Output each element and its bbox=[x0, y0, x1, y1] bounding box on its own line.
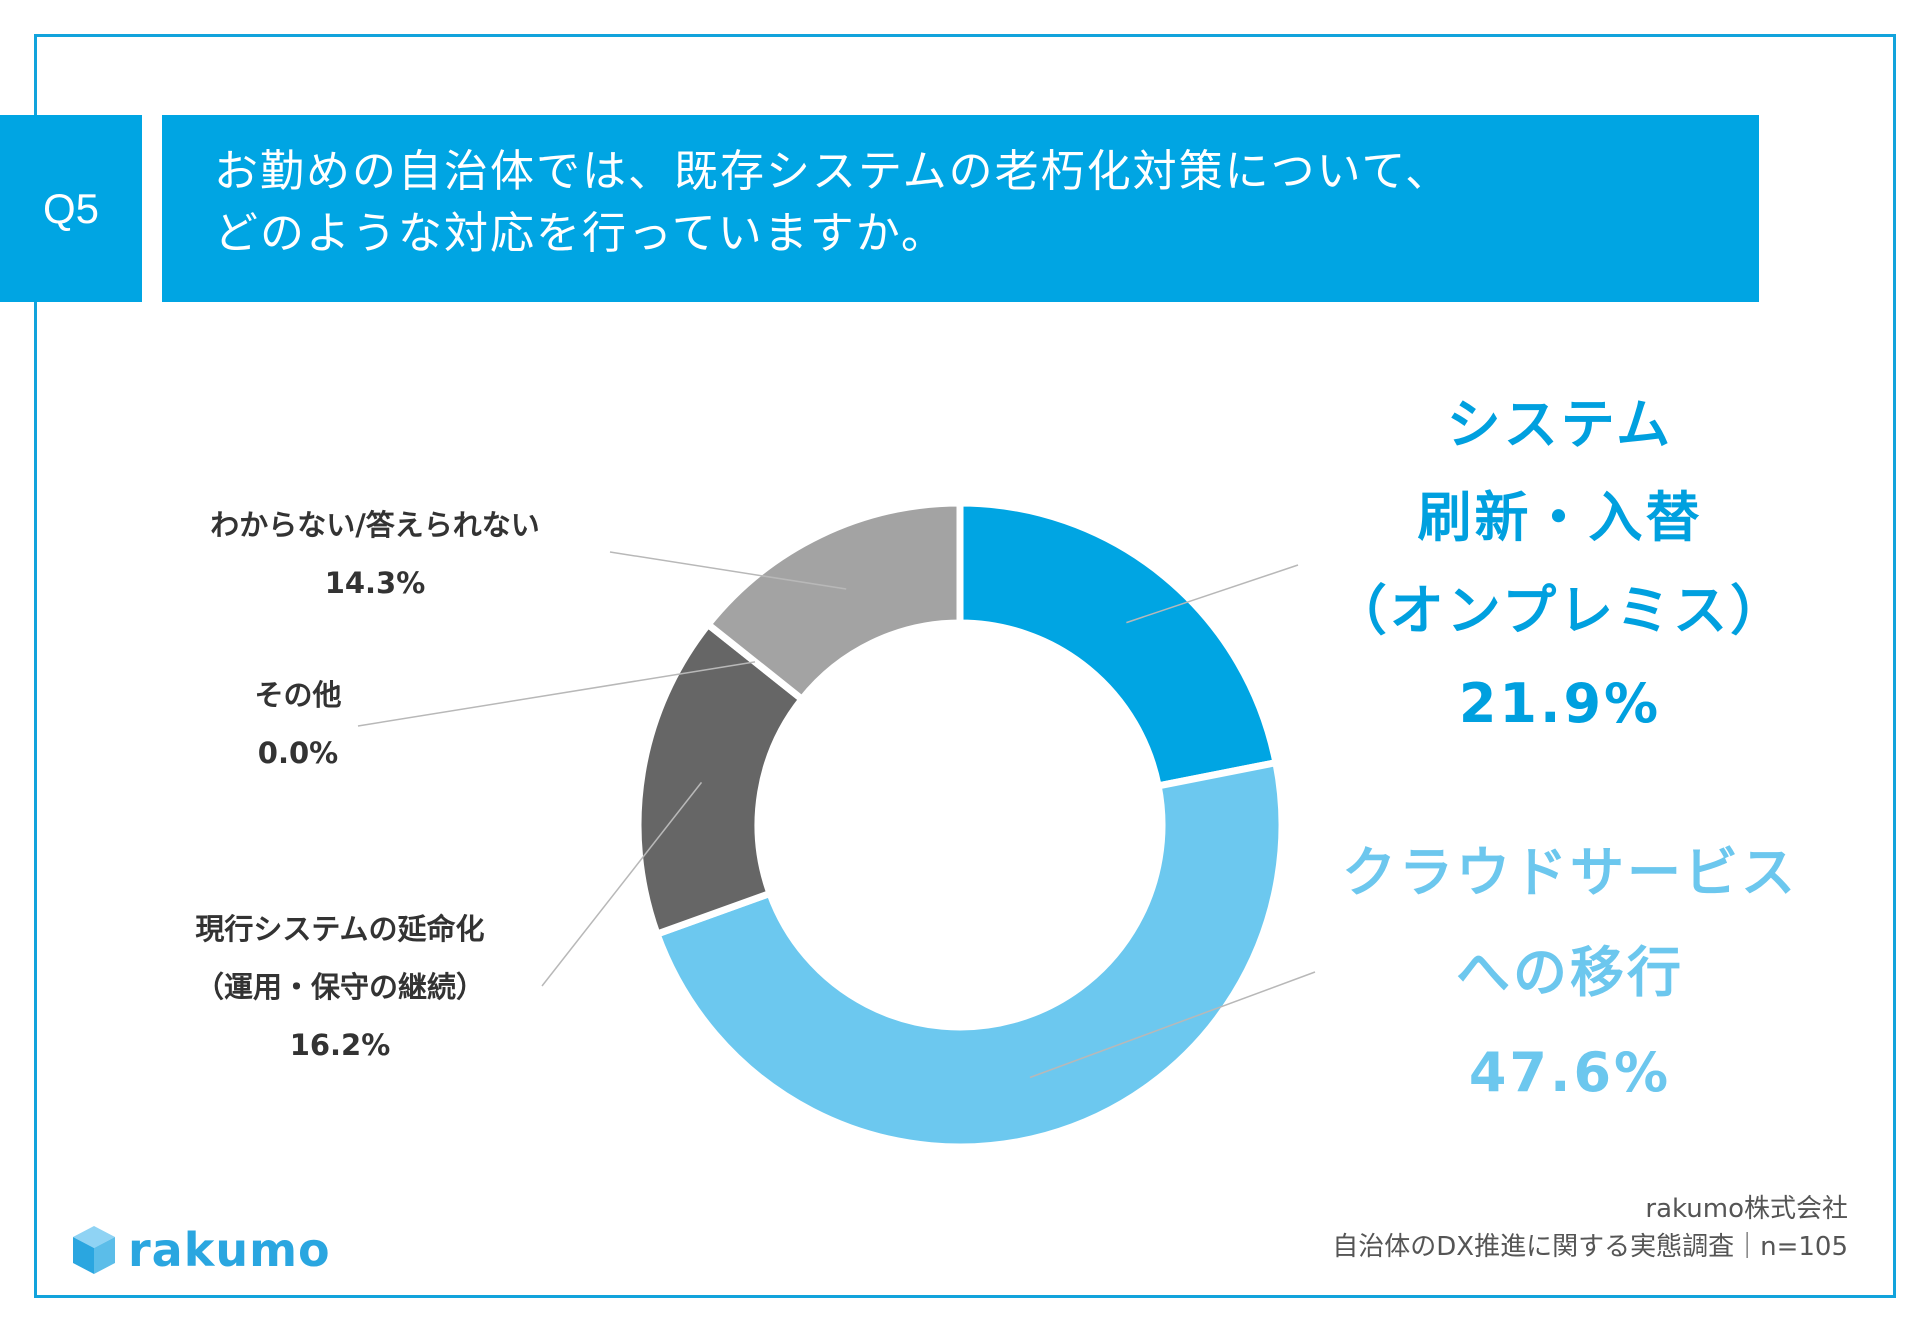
cube-icon bbox=[73, 1226, 115, 1274]
question-line-2: どのような対応を行っていますか。 bbox=[214, 208, 947, 259]
label-other-line-1: その他 bbox=[254, 678, 342, 712]
leader-line-2 bbox=[541, 781, 703, 987]
leader-line-0 bbox=[1126, 564, 1299, 624]
label-extend: 現行システムの延命化 （運用・保守の継続） 16.2% bbox=[130, 900, 550, 1074]
leader-line-3 bbox=[357, 661, 756, 727]
source-company: rakumo株式会社 bbox=[1645, 1194, 1848, 1224]
label-renewal-line-3: （オンプレミス） bbox=[1332, 579, 1788, 642]
donut-slice-4 bbox=[703, 499, 964, 705]
leader-line-1 bbox=[1029, 971, 1316, 1079]
label-unknown-line-1: わからない/答えられない bbox=[210, 508, 540, 542]
label-cloud-line-2: への移行 bbox=[1456, 941, 1684, 1004]
question-number: Q5 bbox=[42, 184, 100, 232]
label-extend-line-2: （運用・保守の継続） bbox=[194, 970, 485, 1004]
label-cloud-pct: 47.6% bbox=[1468, 1041, 1672, 1104]
question-badge: Q5 bbox=[0, 115, 142, 302]
donut-slice-0 bbox=[956, 499, 1281, 791]
leader-line-4 bbox=[609, 551, 847, 590]
label-other-pct: 0.0% bbox=[257, 736, 339, 770]
slide-frame bbox=[34, 34, 1896, 1298]
label-renewal: システム 刷新・入替 （オンプレミス） 21.9% bbox=[1320, 378, 1800, 750]
question-box: お勤めの自治体では、既存システムの老朽化対策について、 どのような対応を行ってい… bbox=[162, 115, 1759, 302]
label-extend-pct: 16.2% bbox=[289, 1028, 391, 1062]
label-renewal-line-2: 刷新・入替 bbox=[1417, 486, 1703, 549]
source-note: rakumo株式会社 自治体のDX推進に関する実態調査｜n=105 bbox=[1332, 1190, 1848, 1266]
rakumo-logo: rakumo bbox=[70, 1220, 331, 1280]
label-extend-line-1: 現行システムの延命化 bbox=[195, 912, 485, 946]
label-unknown-pct: 14.3% bbox=[324, 566, 426, 600]
donut-slice-1 bbox=[652, 758, 1286, 1151]
label-renewal-line-1: システム bbox=[1446, 393, 1674, 456]
label-other: その他 0.0% bbox=[198, 666, 398, 782]
logo-text: rakumo bbox=[128, 1223, 331, 1277]
source-survey: 自治体のDX推進に関する実態調査｜n=105 bbox=[1332, 1232, 1848, 1262]
label-renewal-pct: 21.9% bbox=[1458, 672, 1662, 735]
label-cloud-line-1: クラウドサービス bbox=[1342, 841, 1798, 904]
label-unknown: わからない/答えられない 14.3% bbox=[150, 496, 600, 612]
label-cloud: クラウドサービス への移行 47.6% bbox=[1300, 823, 1840, 1123]
question-line-1: お勤めの自治体では、既存システムの老朽化対策について、 bbox=[214, 146, 1452, 197]
